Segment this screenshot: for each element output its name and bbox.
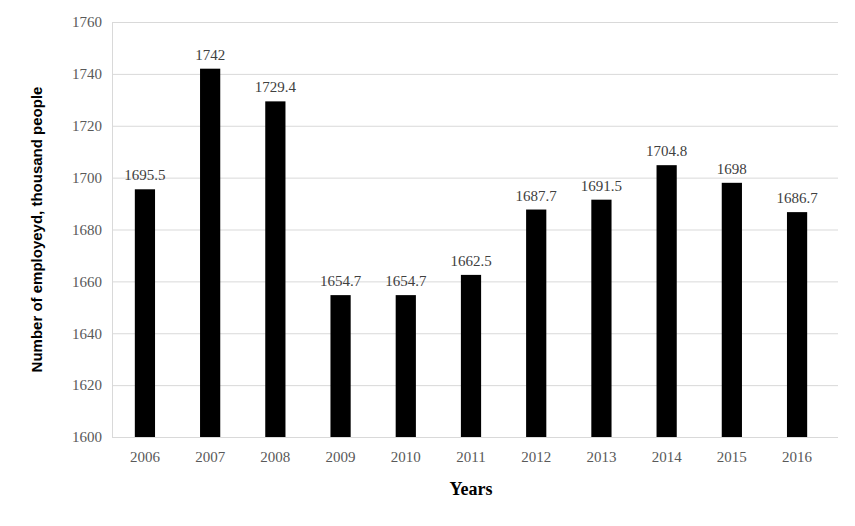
x-tick: 2012 <box>521 437 551 465</box>
data-label: 1729.4 <box>255 79 297 95</box>
x-tick: 2006 <box>130 437 161 465</box>
x-axis-line <box>113 437 831 438</box>
y-tick-label: 1680 <box>72 222 102 238</box>
y-tick-label: 1720 <box>72 118 102 134</box>
y-tick: 1720 <box>72 118 838 134</box>
bar <box>591 200 611 437</box>
data-label: 1654.7 <box>320 273 362 289</box>
data-label: 1654.7 <box>385 273 427 289</box>
data-labels: 1695.5 1742 1729.4 1654.7 1654.7 1662.5 1687.7… <box>124 47 818 289</box>
data-label: 1691.5 <box>581 178 622 194</box>
x-tick-label: 2013 <box>586 449 616 465</box>
data-label: 1662.5 <box>450 253 491 269</box>
bar <box>722 183 742 437</box>
bar <box>526 210 546 437</box>
bar <box>135 189 155 437</box>
bar <box>787 212 807 437</box>
x-tick: 2016 <box>782 437 813 465</box>
bar <box>330 295 350 437</box>
x-tick: 2007 <box>195 437 226 465</box>
bars <box>135 69 807 437</box>
background <box>0 0 855 526</box>
data-label: 1687.7 <box>516 188 558 204</box>
grid-line <box>112 126 838 127</box>
bar <box>657 165 677 437</box>
x-tick: 2011 <box>456 437 485 465</box>
y-tick: 1760 <box>72 14 838 30</box>
data-label: 1704.8 <box>646 143 687 159</box>
bar <box>265 101 285 437</box>
y-axis-title: Number of employeyd, thousand people <box>28 87 45 373</box>
bar <box>396 295 416 437</box>
x-tick: 2010 <box>391 437 421 465</box>
grid-line <box>112 178 838 179</box>
y-tick-label: 1740 <box>72 66 102 82</box>
x-tick-label: 2012 <box>521 449 551 465</box>
x-tick: 2015 <box>717 437 747 465</box>
x-tick: 2014 <box>652 437 683 465</box>
x-axis-title: Years <box>450 479 493 499</box>
grid-line <box>112 437 838 438</box>
x-axis: 2006 2007 2008 2009 2010 2011 2012 2013 2014 2015… <box>113 437 831 465</box>
chart: 1600 1620 1640 1660 1680 1700 1720 1740 1760 2006… <box>0 0 855 526</box>
x-tick-label: 2010 <box>391 449 421 465</box>
bar <box>200 69 220 437</box>
x-tick-label: 2006 <box>130 449 161 465</box>
grid-line <box>112 74 838 75</box>
y-tick-label: 1640 <box>72 326 102 342</box>
x-tick-label: 2014 <box>652 449 683 465</box>
data-label: 1686.7 <box>776 190 818 206</box>
x-tick: 2008 <box>260 437 290 465</box>
x-tick-label: 2009 <box>326 449 356 465</box>
x-tick: 2009 <box>326 437 356 465</box>
data-label: 1695.5 <box>124 167 165 183</box>
x-tick-label: 2007 <box>195 449 226 465</box>
y-tick: 1740 <box>72 66 838 82</box>
data-label: 1698 <box>717 161 747 177</box>
x-tick-label: 2011 <box>456 449 485 465</box>
y-tick-label: 1600 <box>72 429 102 445</box>
x-tick-label: 2016 <box>782 449 813 465</box>
x-tick-label: 2008 <box>260 449 290 465</box>
y-tick-label: 1760 <box>72 14 102 30</box>
grid-line <box>112 22 838 23</box>
y-tick-label: 1700 <box>72 170 102 186</box>
x-tick: 2013 <box>586 437 616 465</box>
x-tick-label: 2015 <box>717 449 747 465</box>
bar <box>461 275 481 437</box>
y-axis-line <box>113 23 839 438</box>
y-tick-label: 1660 <box>72 274 102 290</box>
data-label: 1742 <box>195 47 225 63</box>
y-tick-label: 1620 <box>72 377 102 393</box>
y-axis: 1600 1620 1640 1660 1680 1700 1720 1740 1760 <box>72 14 838 445</box>
